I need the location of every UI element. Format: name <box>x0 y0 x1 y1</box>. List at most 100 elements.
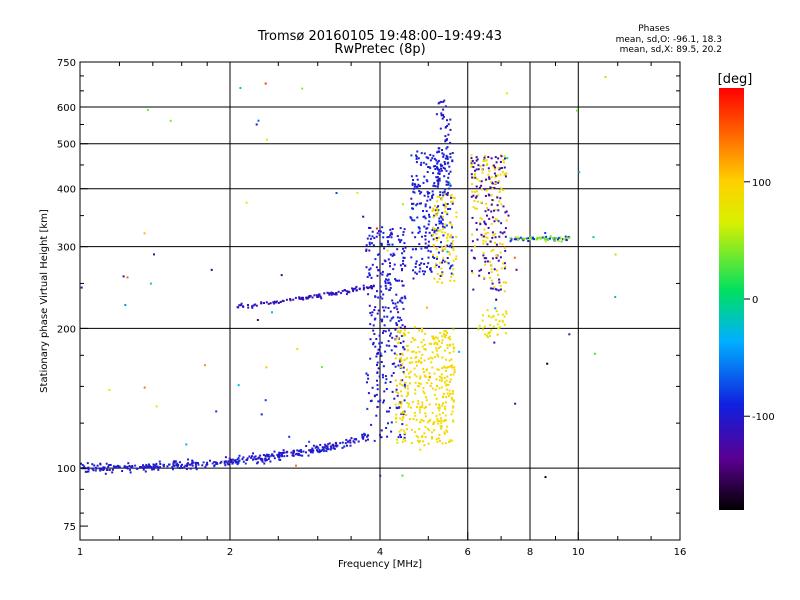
data-point <box>494 307 497 310</box>
data-point <box>491 199 494 201</box>
data-point <box>389 234 392 237</box>
data-point <box>440 169 443 172</box>
data-point <box>451 366 454 369</box>
data-point <box>407 331 410 334</box>
data-point <box>366 407 369 410</box>
data-point <box>269 460 272 463</box>
data-point <box>500 222 503 225</box>
data-point <box>371 263 374 266</box>
data-point <box>479 223 482 226</box>
data-point <box>424 205 427 208</box>
data-point <box>432 184 435 187</box>
data-point <box>489 331 491 334</box>
data-point <box>471 190 474 193</box>
data-point <box>437 159 440 162</box>
data-point <box>319 443 322 446</box>
data-point <box>104 472 107 475</box>
data-point <box>395 322 398 325</box>
data-point <box>403 329 406 332</box>
data-point <box>503 267 506 270</box>
data-point <box>404 246 407 249</box>
data-point <box>491 236 494 239</box>
data-point <box>390 430 393 433</box>
data-point <box>366 237 369 240</box>
data-point <box>438 379 441 382</box>
data-point <box>543 236 546 239</box>
data-point <box>441 164 444 167</box>
data-point <box>419 267 422 270</box>
data-point <box>159 466 162 469</box>
data-point <box>103 467 105 470</box>
data-point <box>410 217 413 220</box>
data-point <box>425 399 428 402</box>
data-point <box>396 438 398 441</box>
data-point <box>205 464 208 467</box>
data-point <box>379 272 382 275</box>
data-point <box>308 449 311 452</box>
data-point <box>448 381 451 383</box>
data-point <box>473 200 476 202</box>
data-point <box>389 310 392 313</box>
data-point <box>497 327 500 330</box>
data-point <box>438 403 440 406</box>
data-point <box>327 443 330 446</box>
data-point <box>438 413 441 416</box>
data-point <box>283 451 286 454</box>
data-point <box>439 229 442 232</box>
data-point <box>372 244 375 247</box>
data-point <box>328 293 331 296</box>
data-point <box>288 435 291 438</box>
data-point <box>185 443 188 446</box>
data-point <box>143 465 146 468</box>
data-point <box>135 467 138 470</box>
data-point <box>93 464 96 467</box>
data-point <box>485 202 488 205</box>
data-point <box>536 236 539 239</box>
data-point <box>486 231 489 234</box>
data-point <box>446 344 449 347</box>
data-point <box>482 242 485 245</box>
data-point <box>568 333 571 336</box>
data-point <box>298 296 301 299</box>
data-point <box>394 302 397 305</box>
data-point <box>447 383 450 386</box>
data-point <box>387 340 390 343</box>
data-point <box>436 353 439 356</box>
data-point <box>432 423 435 426</box>
data-point <box>470 165 473 168</box>
data-point <box>482 276 485 279</box>
data-point <box>424 375 427 378</box>
data-point <box>442 215 445 218</box>
data-point <box>412 269 414 272</box>
data-point <box>489 287 492 290</box>
data-point <box>365 244 368 247</box>
data-point <box>433 257 436 259</box>
data-point <box>414 183 417 186</box>
data-point <box>391 243 394 246</box>
data-point <box>87 470 90 473</box>
data-point <box>395 417 398 420</box>
data-point <box>482 254 485 257</box>
data-point <box>324 444 327 447</box>
data-point <box>327 448 330 451</box>
x-tick-label-1: 1 <box>77 547 83 558</box>
data-point <box>375 266 378 269</box>
data-point <box>422 390 425 393</box>
data-point <box>98 467 101 470</box>
data-point <box>402 340 405 343</box>
data-point <box>421 401 424 404</box>
y-tick-label-500: 500 <box>57 140 76 151</box>
data-point <box>398 279 401 282</box>
data-point <box>517 237 520 240</box>
data-point <box>411 361 414 364</box>
data-point <box>387 240 389 243</box>
data-point <box>533 238 535 241</box>
data-point <box>399 342 402 344</box>
data-point <box>490 194 493 197</box>
data-point <box>503 323 506 326</box>
data-point <box>471 216 474 219</box>
data-point <box>405 345 408 347</box>
data-point <box>476 200 479 203</box>
data-point <box>343 445 346 448</box>
data-point <box>435 176 438 179</box>
